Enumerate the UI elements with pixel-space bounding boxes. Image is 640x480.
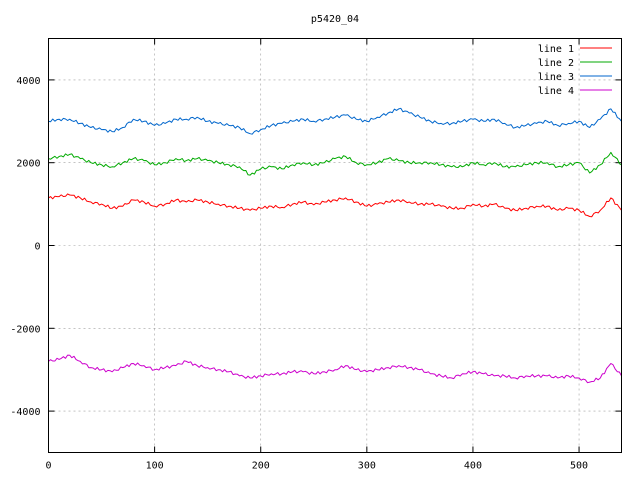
legend: line 1 line 2 line 3 line 4 <box>538 44 612 97</box>
legend-label-1: line 1 <box>538 44 574 55</box>
series-line-3 <box>48 107 622 135</box>
axis-ticks: 0 100 200 300 400 500 -4000 -2000 0 2000 4000 <box>10 38 622 472</box>
x-tick-label: 200 <box>252 461 270 472</box>
x-tick-label: 0 <box>45 461 51 472</box>
y-tick-label: 2000 <box>16 159 40 170</box>
y-tick-label: -4000 <box>10 407 40 418</box>
x-tick-label: 500 <box>570 461 588 472</box>
y-tick-label: 0 <box>34 242 40 253</box>
legend-label-3: line 3 <box>538 72 574 83</box>
y-tick-label: 4000 <box>16 76 40 87</box>
plot-frame <box>48 38 622 453</box>
series-line-1 <box>48 193 622 218</box>
legend-label-2: line 2 <box>538 58 574 69</box>
x-tick-label: 100 <box>146 461 164 472</box>
legend-label-4: line 4 <box>538 86 574 97</box>
x-tick-label: 400 <box>464 461 482 472</box>
series-line-2 <box>48 151 622 176</box>
x-tick-label: 300 <box>358 461 376 472</box>
chart-title: p5420_04 <box>311 14 359 25</box>
series-lines <box>48 107 622 384</box>
grid <box>48 38 622 453</box>
series-line-4 <box>48 354 622 384</box>
y-tick-label: -2000 <box>10 324 40 335</box>
